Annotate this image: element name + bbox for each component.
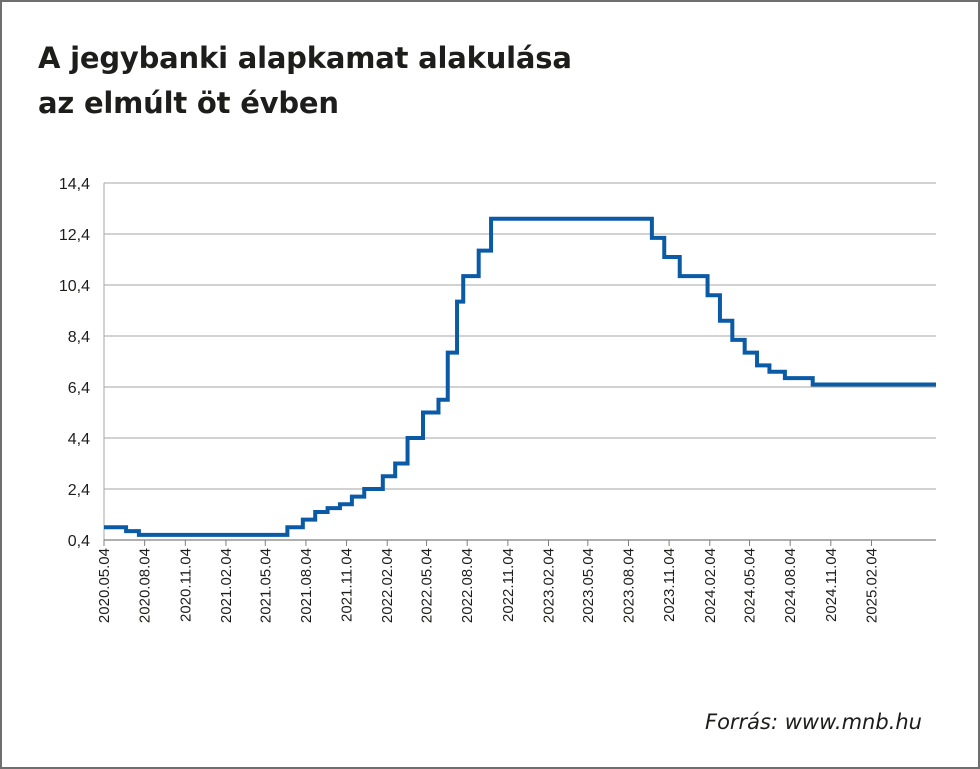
x-tick-label: 2020.11.04	[177, 548, 194, 622]
x-tick-label: 2023.08.04	[620, 548, 637, 623]
y-tick-label: 12,4	[59, 227, 90, 244]
series	[104, 216, 936, 537]
x-tick-label: 2024.11.04	[823, 548, 840, 622]
x-tick-label: 2021.02.04	[218, 548, 235, 623]
y-tick-label: 2,4	[68, 482, 90, 499]
x-tick-label: 2024.05.04	[742, 548, 759, 623]
x-tick-label: 2023.05.04	[580, 548, 597, 623]
y-tick-label: 4,4	[68, 431, 90, 448]
source-note: Forrás: www.mnb.hu	[704, 710, 922, 734]
y-tick-labels: 0,4 2,4 4,4 6,4 8,4 10,4 12,4 14,4	[59, 176, 90, 550]
y-tick-label: 8,4	[68, 329, 90, 346]
x-tick-label: 2020.05.04	[96, 548, 113, 623]
chart-title-line-1: A jegybanki alapkamat alakulása	[38, 41, 572, 75]
x-tick-label: 2024.08.04	[782, 548, 799, 623]
axes	[103, 183, 936, 546]
x-tick-label: 2025.02.04	[863, 548, 880, 623]
x-tick-label: 2021.11.04	[339, 548, 356, 622]
x-tick-label: 2022.08.04	[459, 548, 476, 623]
x-tick-label: 2022.11.04	[500, 548, 517, 622]
x-tick-label: 2022.02.04	[379, 548, 396, 623]
x-tick-label: 2023.02.04	[540, 548, 557, 623]
x-tick-label: 2020.08.04	[137, 548, 154, 623]
x-tick-label: 2021.08.04	[298, 548, 315, 623]
x-tick-label: 2022.05.04	[419, 548, 436, 623]
grid-lines	[104, 182, 936, 490]
x-tick-label: 2021.05.04	[257, 548, 274, 623]
chart-title-line-2: az elmúlt öt évben	[38, 86, 339, 120]
x-tick-labels: 2020.05.04 2020.08.04 2020.11.04 2021.02.04…	[96, 548, 880, 623]
y-tick-label: 6,4	[68, 380, 90, 397]
y-tick-label: 14,4	[59, 176, 90, 193]
x-tick-label: 2023.11.04	[661, 548, 678, 622]
chart-title: A jegybanki alapkamat alakulása az elmúl…	[38, 36, 918, 126]
x-tick-label: 2024.02.04	[702, 548, 719, 623]
y-tick-label: 0,4	[68, 533, 90, 550]
y-tick-label: 10,4	[59, 278, 90, 295]
series-line	[104, 216, 936, 537]
